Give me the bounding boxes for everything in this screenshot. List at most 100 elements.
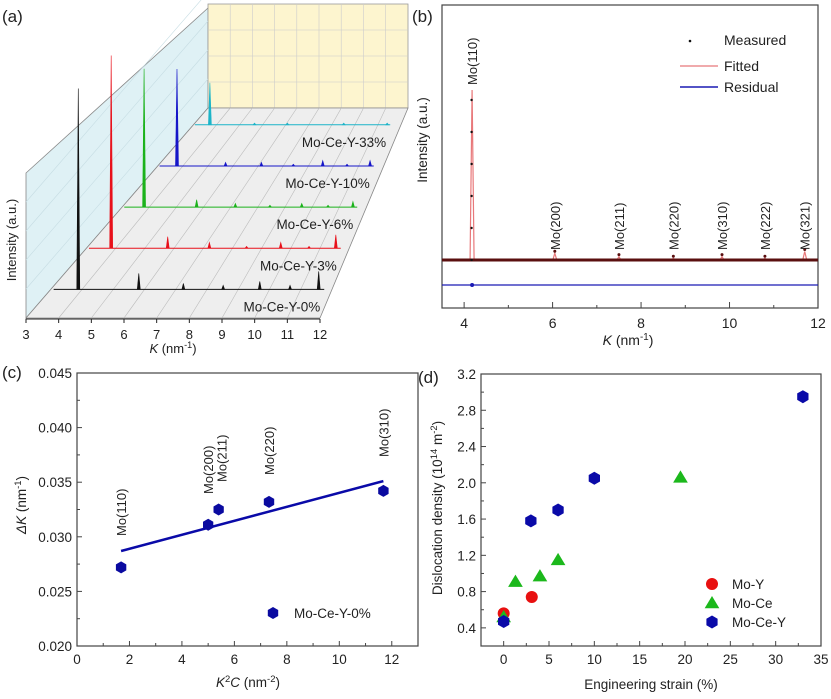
x-axis-title: K2C (nm-2) [216, 674, 280, 691]
x-tick-label: 5 [88, 327, 95, 342]
peak-Mo-Ce-Y-33% [384, 122, 390, 126]
series-label: Mo-Ce-Y-3% [260, 258, 337, 273]
series-label: Mo-Ce-Y-10% [285, 176, 369, 191]
label-part: Dislocation density (10 [430, 459, 445, 595]
x-tick-label: 8 [637, 315, 645, 331]
x-tick-label: 12 [313, 327, 327, 342]
legend-marker-measured [688, 39, 692, 43]
panel-label-d: (d) [418, 368, 439, 387]
y-tick-label: 2.4 [457, 440, 476, 455]
label-part: ) [430, 421, 445, 426]
panel-d: (d) 0.4 0.8 1.2 1.6 2.0 2.4 2.8 3.2 0 5 10 15 20 25 30 3… [418, 367, 829, 692]
label-part: K [149, 341, 159, 356]
label-part: -2 [267, 674, 275, 685]
x-tick-label: 10 [247, 327, 261, 342]
series-label: Mo-Ce-Y-6% [276, 217, 353, 232]
side-wall-grid [25, 20, 209, 232]
x-tick-label: 11 [281, 327, 295, 342]
peak-Mo-Ce-Y-6% [233, 202, 238, 208]
label-part: (nm [612, 332, 640, 348]
legend-label: Mo-Ce-Y [732, 615, 786, 630]
x-tick-label: 12 [384, 652, 399, 667]
peak-Mo-Ce-Y-3% [207, 241, 212, 249]
data-point-Mo-Ce-Y [588, 471, 600, 485]
peak-Mo-Ce-Y-3% [244, 245, 249, 249]
peak-label: Mo(200) [548, 202, 563, 250]
side-wall-grid [25, 49, 209, 261]
point-label: Mo(110) [114, 489, 129, 536]
label-part: ΔK [14, 515, 29, 535]
peak-Mo-Ce-Y-6% [351, 200, 355, 208]
label-part: ) [649, 332, 654, 348]
label-part: -2 [429, 425, 440, 433]
x-axis-title: K (nm-1) [149, 340, 196, 356]
panel-b: (b) Mo(110) Mo(200) Mo(211) Mo(220) Mo(310) Mo… [412, 4, 826, 349]
peak-Mo-Ce-Y-6% [142, 68, 146, 208]
data-point-Mo-Ce [550, 552, 566, 566]
panel-label-b: (b) [412, 7, 433, 26]
floor-grid [123, 107, 275, 319]
panel-c: (c) 0.020 0.025 0.030 0.035 0.040 0.045 0 2 4 6 8 10… [2, 363, 419, 691]
y-tick-label: 0.030 [38, 530, 72, 545]
peak-Mo-Ce-Y-10% [368, 159, 372, 167]
peak-label: Mo(222) [758, 202, 773, 250]
series-label: Mo-Ce-Y-0% [243, 299, 320, 314]
label-part: -1 [13, 481, 24, 489]
legend-marker [706, 615, 718, 629]
data-point-Mo-Ce-Y [797, 390, 809, 404]
measured-marker [617, 253, 621, 257]
y-tick-label: 0.035 [38, 475, 72, 490]
data-point-Mo-Ce [508, 574, 523, 587]
y-tick-label: 2.0 [457, 476, 476, 491]
floor-grid [156, 107, 298, 319]
label-part: (nm [158, 341, 184, 356]
y-tick-label: 0.4 [457, 621, 476, 636]
point-label: Mo(220) [262, 427, 277, 475]
x-tick-label: 12 [810, 315, 826, 331]
peak-Mo-Ce-Y-6% [267, 204, 273, 208]
data-point-Mo-Ce-Y [498, 615, 510, 628]
x-tick-label: 4 [178, 652, 186, 667]
panel-label-a: (a) [2, 7, 23, 26]
peak-Mo-Ce-Y-33% [252, 122, 257, 126]
residual-marker [470, 283, 475, 287]
floor-grid [189, 107, 320, 319]
point-label: Mo(200) [201, 446, 216, 494]
x-tick-label: 0 [500, 652, 508, 667]
y-tick-label: 2.8 [457, 403, 476, 418]
peak-Mo-Ce-Y-0% [136, 273, 141, 290]
measured-marker [553, 249, 557, 253]
panel-label-c: (c) [2, 363, 22, 382]
x-tick-label: 5 [545, 652, 553, 667]
floor-grid [58, 107, 231, 319]
data-point-Mo-Ce-Y [552, 503, 564, 517]
y-tick-label: 0.020 [38, 639, 72, 654]
floor-grid [254, 107, 364, 319]
peak-Mo-Ce-Y-6% [325, 204, 331, 208]
x-axis-title: K (nm-1) [603, 332, 654, 349]
x-tick-label: 6 [120, 327, 127, 342]
label-part: -1 [184, 340, 192, 350]
x-tick-label: 6 [231, 652, 239, 667]
data-point [203, 518, 214, 531]
label-part: -1 [640, 332, 649, 343]
y-tick-label: 1.6 [457, 512, 476, 527]
legend-label: Mo-Ce [732, 596, 773, 611]
label-part: K [216, 675, 226, 690]
plot-frame [480, 373, 822, 647]
data-point [115, 561, 127, 574]
data-point-Mo-Ce-Y [525, 514, 537, 528]
y-axis-title: Intensity (a.u.) [415, 97, 430, 183]
y-axis-title: Intensity (a.u.) [4, 199, 19, 281]
peak-Mo-Ce-Y-33% [341, 122, 346, 126]
measured-marker [470, 258, 473, 262]
measured-marker [470, 98, 473, 102]
measured-marker [470, 194, 473, 198]
x-tick-label: 20 [677, 652, 692, 667]
peak-Mo-Ce-Y-33% [285, 122, 290, 126]
legend-label: Measured [724, 32, 786, 48]
peak-Mo-Ce-Y-3% [278, 241, 283, 249]
label-part: (nm [14, 489, 29, 516]
peak-Mo-Ce-Y-10% [259, 161, 264, 167]
